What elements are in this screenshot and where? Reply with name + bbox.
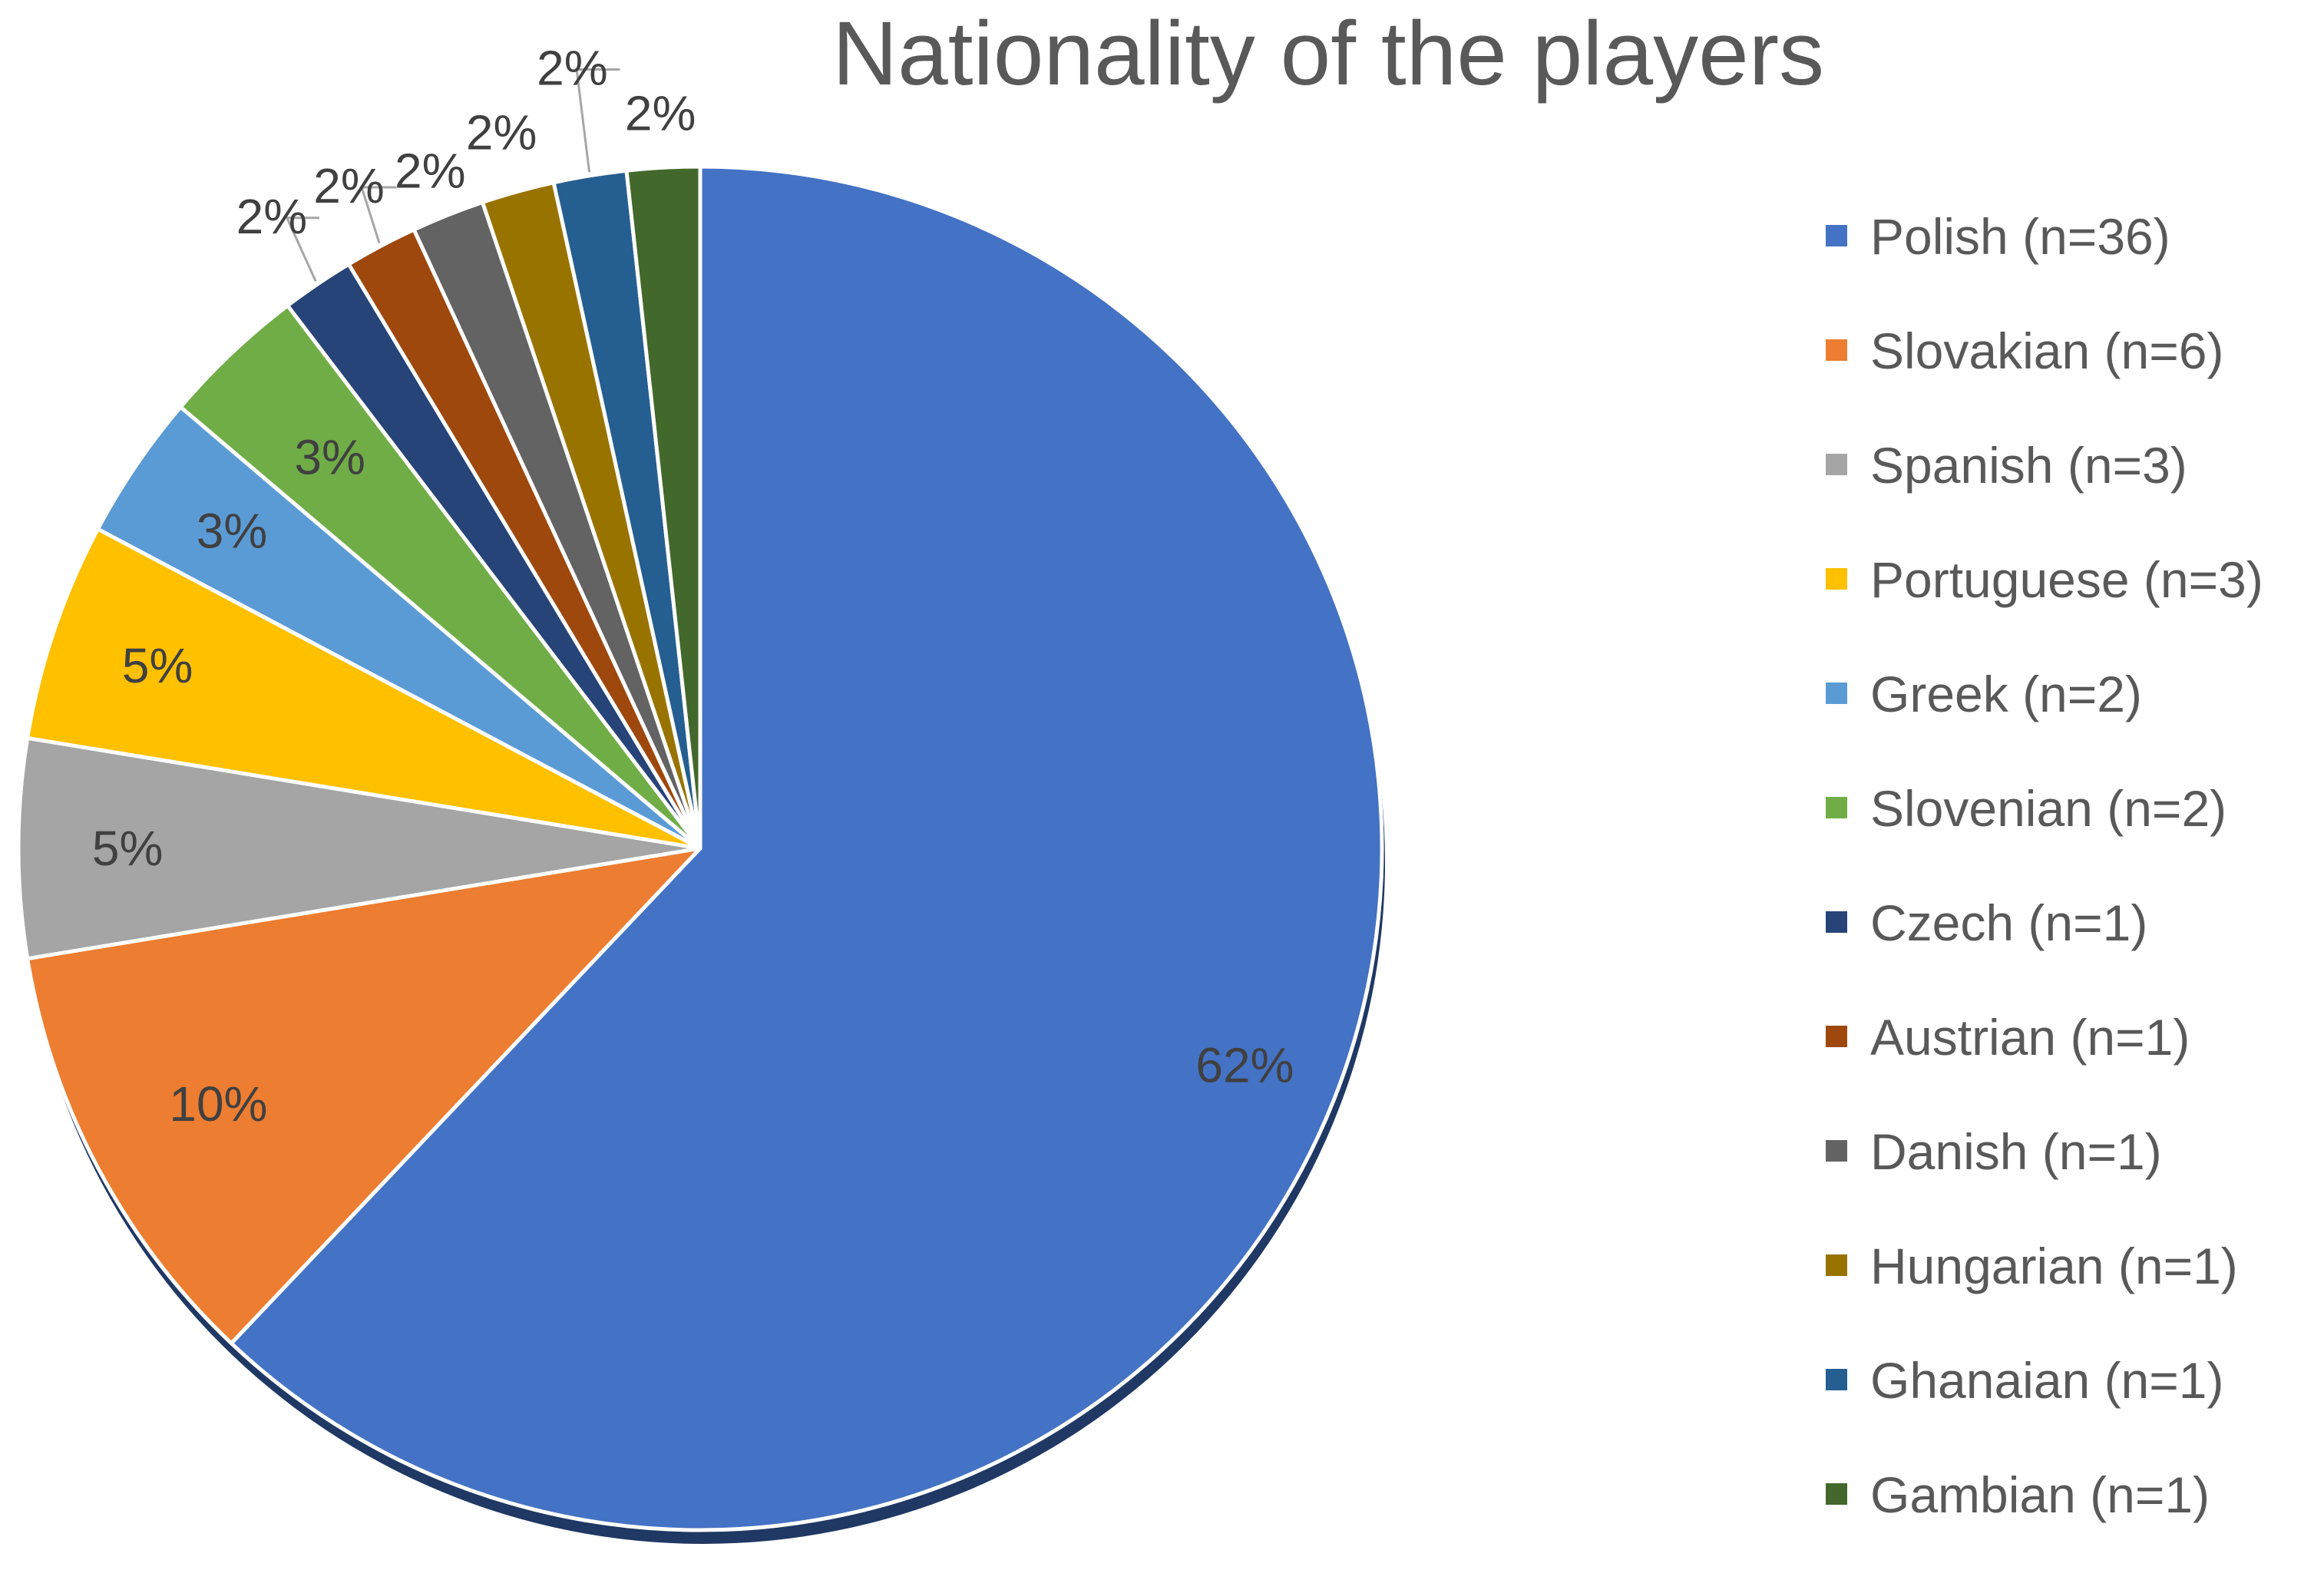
- data-label-slovenian: 3%: [294, 430, 365, 485]
- legend-label-czech: Czech (n=1): [1870, 894, 2147, 951]
- legend-swatch-austrian: [1826, 1026, 1847, 1047]
- leader-line-ghanaian: [575, 68, 620, 173]
- data-label-ghanaian: 2%: [537, 41, 608, 96]
- legend-label-spanish: Spanish (n=3): [1870, 437, 2187, 494]
- leader-line-czech: [285, 216, 319, 282]
- legend-swatch-czech: [1826, 911, 1847, 933]
- legend-label-slovenian: Slovenian (n=2): [1870, 780, 2226, 837]
- data-label-slovakian: 10%: [169, 1076, 267, 1132]
- legend-swatch-ghanaian: [1826, 1369, 1847, 1390]
- pie-slice-slovakian: [25, 846, 702, 1346]
- leader-lines: [285, 68, 620, 282]
- legend-label-ghanaian: Ghanaian (n=1): [1870, 1352, 2224, 1409]
- data-label-danish: 2%: [395, 143, 466, 198]
- legend-label-greek: Greek (n=2): [1870, 666, 2142, 722]
- pie-slice-portuguese: [25, 527, 702, 851]
- legend-swatch-gambian: [1826, 1483, 1847, 1505]
- legend-swatch-greek: [1826, 683, 1847, 704]
- pie-slices: [16, 164, 1384, 1532]
- data-label-austrian: 2%: [313, 158, 385, 213]
- data-labels: 62%10%5%5%3%3%2%2% 2%2%2%2%: [92, 41, 1294, 1132]
- legend-swatch-hungarian: [1826, 1254, 1847, 1276]
- legend-swatch-danish: [1826, 1140, 1847, 1162]
- legend-swatch-slovenian: [1826, 797, 1847, 818]
- data-label-spanish: 5%: [92, 821, 164, 876]
- legend-label-slovakian: Slovakian (n=6): [1870, 322, 2223, 379]
- data-label-czech: 2%: [236, 189, 308, 244]
- legend-label-austrian: Austrian (n=1): [1870, 1009, 2190, 1066]
- legend-label-danish: Danish (n=1): [1870, 1123, 2162, 1180]
- pie-slice-spanish: [16, 735, 702, 961]
- legend-swatch-polish: [1826, 225, 1847, 246]
- legend-swatch-spanish: [1826, 454, 1847, 475]
- legend: Polish (n=36) Slovakian (n=6) Spanish (n=3…: [1826, 208, 2263, 1523]
- chart-title: Nationality of the players: [832, 3, 1824, 104]
- legend-label-portuguese: Portuguese (n=3): [1870, 551, 2263, 608]
- data-label-hungarian: 2%: [466, 104, 537, 160]
- legend-label-polish: Polish (n=36): [1870, 208, 2170, 265]
- legend-label-hungarian: Hungarian (n=1): [1870, 1238, 2238, 1294]
- pie-slice-polish: [229, 164, 1384, 1532]
- data-label-greek: 3%: [197, 503, 268, 558]
- legend-swatch-slovakian: [1826, 339, 1847, 361]
- data-label-gambian: 2%: [625, 85, 696, 140]
- leader-line-austrian: [360, 186, 397, 243]
- data-label-polish: 62%: [1195, 1038, 1294, 1093]
- legend-label-gambian: Gambian (n=1): [1870, 1466, 2210, 1523]
- data-label-portuguese: 5%: [122, 638, 193, 693]
- legend-swatch-portuguese: [1826, 568, 1847, 590]
- pie-slice-gambian: [624, 164, 702, 851]
